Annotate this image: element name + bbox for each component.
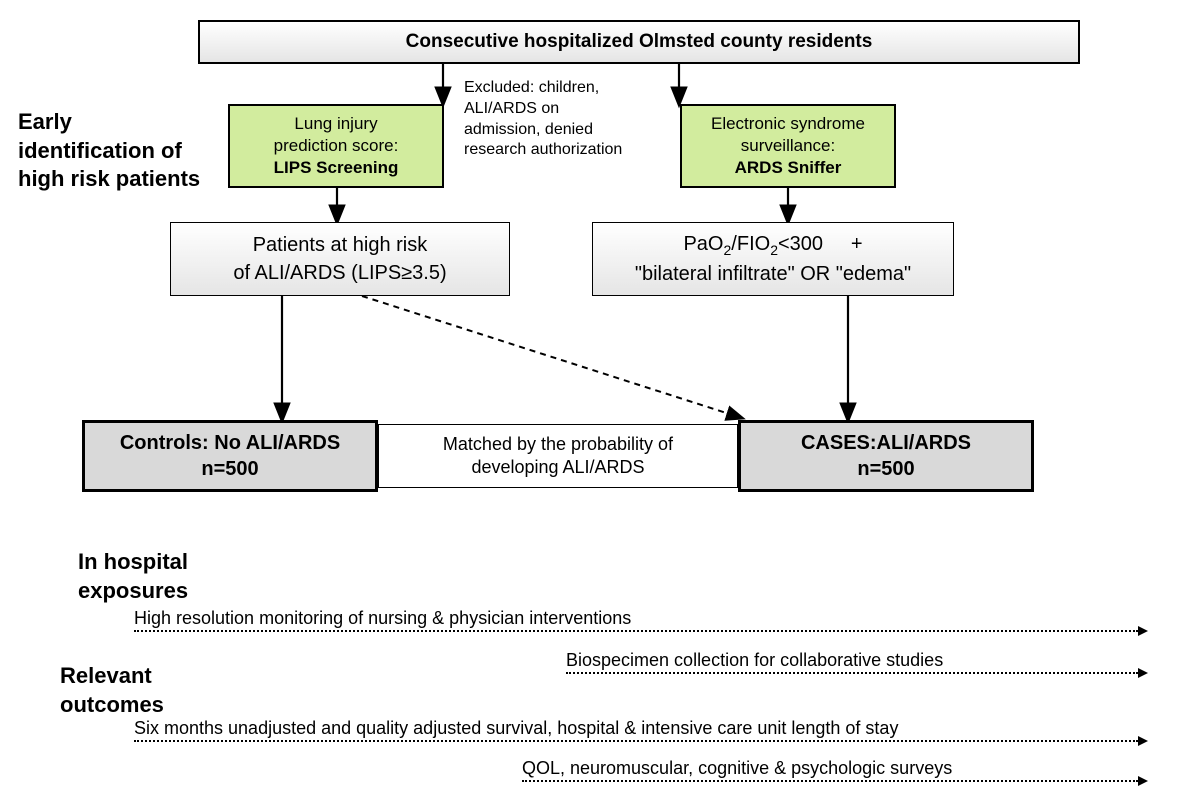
sniffer-line1: Electronic syndrome bbox=[711, 114, 865, 133]
lips-line1: Lung injury bbox=[294, 114, 377, 133]
excluded-line: Excluded: children, bbox=[464, 79, 599, 96]
pafi-line2: "bilateral infiltrate" OR "edema" bbox=[635, 263, 911, 285]
match-box: Matched by the probability of developing… bbox=[378, 424, 738, 488]
timeline-arrowhead-icon bbox=[1138, 776, 1148, 786]
cases-line2: n=500 bbox=[857, 458, 914, 480]
controls-line1: Controls: No ALI/ARDS bbox=[120, 432, 340, 454]
label-line: Relevant bbox=[60, 663, 152, 688]
lips-bold: LIPS Screening bbox=[274, 158, 399, 177]
excluded-line: ALI/ARDS on bbox=[464, 100, 559, 117]
ards-sniffer-box: Electronic syndrome surveillance: ARDS S… bbox=[680, 104, 896, 188]
timeline-arrowhead-icon bbox=[1138, 626, 1148, 636]
timeline-text: QOL, neuromuscular, cognitive & psycholo… bbox=[522, 758, 952, 779]
label-early-identification: Early identification of high risk patien… bbox=[18, 108, 200, 194]
highrisk-line2: of ALI/ARDS (LIPS≥3.5) bbox=[233, 262, 446, 284]
timeline-line bbox=[134, 740, 1138, 742]
timeline-arrowhead-icon bbox=[1138, 736, 1148, 746]
diagram-canvas: Consecutive hospitalized Olmsted county … bbox=[0, 0, 1200, 809]
high-risk-box: Patients at high risk of ALI/ARDS (LIPS≥… bbox=[170, 222, 510, 296]
pafi-line1: PaO2/FIO2<300 + bbox=[683, 233, 862, 255]
match-line1: Matched by the probability of bbox=[443, 434, 673, 454]
match-line2: developing ALI/ARDS bbox=[471, 457, 644, 477]
title-text: Consecutive hospitalized Olmsted county … bbox=[406, 31, 873, 53]
label-line: Early bbox=[18, 109, 72, 134]
label-line: high risk patients bbox=[18, 166, 200, 191]
label-line: outcomes bbox=[60, 692, 164, 717]
timeline-arrowhead-icon bbox=[1138, 668, 1148, 678]
controls-line2: n=500 bbox=[201, 458, 258, 480]
highrisk-line1: Patients at high risk bbox=[253, 234, 428, 256]
sniffer-line2: surveillance: bbox=[741, 136, 836, 155]
timeline-line bbox=[134, 630, 1138, 632]
title-box: Consecutive hospitalized Olmsted county … bbox=[198, 20, 1080, 64]
excluded-line: research authorization bbox=[464, 141, 622, 158]
pafi-box: PaO2/FIO2<300 + "bilateral infiltrate" O… bbox=[592, 222, 954, 296]
cases-line1: CASES:ALI/ARDS bbox=[801, 432, 971, 454]
timeline-text: High resolution monitoring of nursing & … bbox=[134, 608, 631, 629]
timeline-text: Six months unadjusted and quality adjust… bbox=[134, 718, 898, 739]
label-outcomes: Relevant outcomes bbox=[60, 662, 164, 719]
timeline-line bbox=[566, 672, 1138, 674]
label-line: identification of bbox=[18, 138, 182, 163]
timeline-line bbox=[522, 780, 1138, 782]
lips-line2: prediction score: bbox=[274, 136, 399, 155]
label-line: exposures bbox=[78, 578, 188, 603]
label-line: In hospital bbox=[78, 549, 188, 574]
excluded-line: admission, denied bbox=[464, 121, 593, 138]
timeline-text: Biospecimen collection for collaborative… bbox=[566, 650, 943, 671]
controls-box: Controls: No ALI/ARDS n=500 bbox=[82, 420, 378, 492]
lips-screening-box: Lung injury prediction score: LIPS Scree… bbox=[228, 104, 444, 188]
cases-box: CASES:ALI/ARDS n=500 bbox=[738, 420, 1034, 492]
excluded-text: Excluded: children, ALI/ARDS on admissio… bbox=[464, 78, 622, 161]
sniffer-bold: ARDS Sniffer bbox=[735, 158, 842, 177]
label-in-hospital: In hospital exposures bbox=[78, 548, 188, 605]
